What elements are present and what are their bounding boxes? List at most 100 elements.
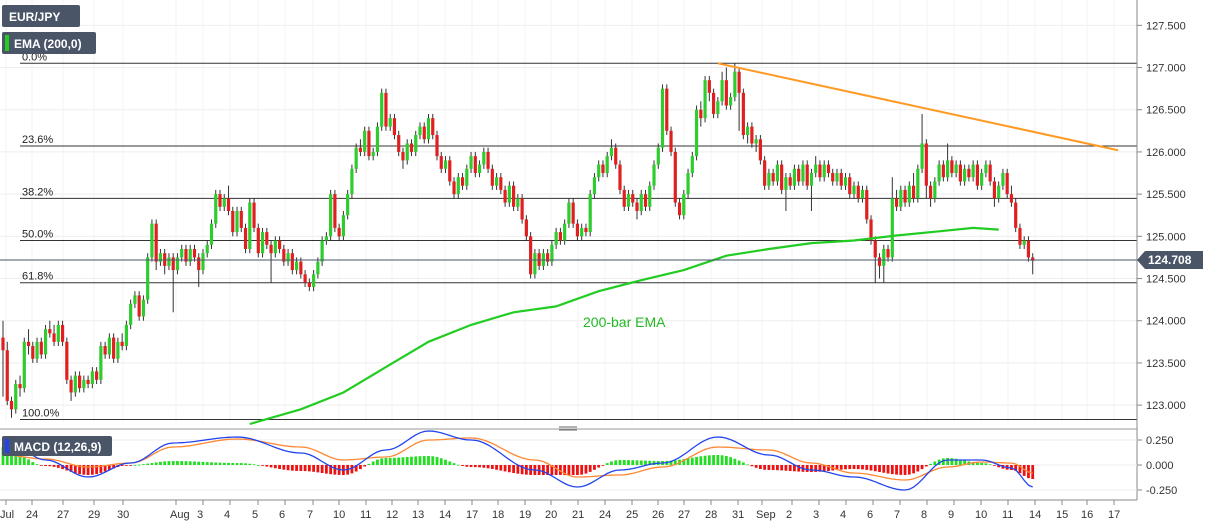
- candle-body: [652, 164, 656, 186]
- price-tick-label: 124.500: [1146, 274, 1186, 286]
- macd-histogram-bar: [388, 457, 392, 465]
- macd-histogram-bar: [890, 465, 894, 475]
- macd-histogram-bar: [414, 456, 418, 465]
- macd-histogram-bar: [729, 457, 733, 465]
- candle-body: [635, 202, 639, 211]
- macd-histogram-bar: [507, 465, 511, 473]
- candle: [792, 164, 797, 190]
- candle-body: [622, 189, 626, 207]
- candle-body: [954, 164, 958, 174]
- time-tick-label: 14: [1029, 509, 1041, 521]
- candle-body: [439, 156, 443, 169]
- candle-body: [443, 160, 448, 169]
- candle: [601, 160, 605, 178]
- macd-histogram-bar: [984, 463, 988, 465]
- candle: [890, 177, 894, 262]
- candle: [843, 173, 848, 190]
- macd-histogram-bar: [895, 465, 898, 475]
- macd-badge[interactable]: MACD (12,26,9): [2, 436, 112, 456]
- candle: [946, 143, 950, 182]
- ema-indicator-label: EMA (200,0): [14, 37, 82, 51]
- candle-body: [14, 384, 18, 410]
- macd-histogram-bar: [65, 465, 69, 471]
- time-tick-label: 27: [678, 509, 690, 521]
- macd-histogram-bar: [699, 456, 703, 465]
- macd-histogram-bar: [193, 461, 196, 465]
- panel-resize-handle[interactable]: [559, 426, 577, 431]
- candle-body: [899, 189, 903, 207]
- candle: [90, 367, 94, 389]
- candle: [426, 113, 431, 144]
- candle-body: [112, 337, 116, 359]
- candle-body: [1009, 194, 1014, 203]
- time-tick-label: 16: [1081, 509, 1093, 521]
- macd-histogram-bar: [886, 465, 890, 474]
- candle: [112, 333, 116, 363]
- candle-body: [648, 185, 652, 207]
- candle-body: [452, 181, 456, 195]
- candle: [958, 160, 962, 186]
- time-tick-label: 17: [466, 509, 478, 521]
- candle: [443, 156, 448, 174]
- macd-histogram-bar: [524, 465, 528, 475]
- macd-histogram-bar: [788, 465, 792, 471]
- candle-body: [1014, 202, 1018, 228]
- ema-indicator-badge[interactable]: EMA (200,0): [2, 32, 96, 54]
- macd-histogram-bar: [516, 465, 520, 474]
- candle: [260, 227, 265, 258]
- macd-histogram-bar: [350, 465, 354, 474]
- candle-body: [865, 189, 869, 220]
- macd-histogram-bar: [559, 465, 562, 475]
- macd-histogram-bar: [10, 448, 13, 465]
- macd-histogram-bar: [295, 465, 298, 471]
- candle-body: [486, 151, 490, 169]
- candle: [363, 126, 367, 157]
- macd-histogram-bar: [758, 465, 762, 469]
- macd-histogram-bar: [188, 461, 192, 465]
- macd-histogram-bar: [324, 465, 328, 474]
- candle: [39, 337, 43, 359]
- price-tick-label: 125.000: [1146, 231, 1186, 243]
- candle-body: [431, 118, 435, 136]
- macd-histogram-bar: [99, 465, 103, 473]
- candle: [971, 160, 975, 182]
- candle: [469, 151, 473, 174]
- fib-level-label: 50.0%: [22, 229, 53, 241]
- candle-body: [286, 253, 290, 262]
- macd-histogram-bar: [482, 465, 486, 468]
- candle-body: [958, 164, 962, 182]
- candle-body: [299, 261, 303, 275]
- macd-histogram-bar: [980, 463, 984, 465]
- macd-histogram-bar: [844, 465, 847, 470]
- candle-body: [814, 164, 818, 174]
- time-tick-label: 7: [307, 509, 313, 521]
- candle: [482, 147, 486, 169]
- candle: [1031, 253, 1035, 275]
- candle: [635, 198, 639, 220]
- macd-histogram-bar: [320, 465, 324, 473]
- candle: [877, 253, 882, 279]
- candle: [197, 253, 201, 287]
- candle-body: [158, 253, 163, 262]
- candle-body: [192, 248, 197, 258]
- candle-body: [90, 371, 94, 385]
- candle-body: [554, 232, 558, 245]
- last-price-tag: 124.708: [1137, 250, 1203, 269]
- candle-body: [350, 168, 354, 195]
- candle: [73, 371, 77, 397]
- macd-histogram-bar: [299, 465, 303, 471]
- candle-body: [35, 341, 39, 359]
- candle: [14, 379, 18, 414]
- macd-histogram-bar: [1031, 465, 1035, 479]
- candle: [243, 223, 248, 254]
- macd-histogram-bar: [988, 464, 992, 466]
- candle-body: [520, 198, 524, 220]
- macd-histogram-bar: [210, 462, 213, 465]
- candle: [558, 227, 563, 245]
- candle: [797, 164, 801, 186]
- macd-histogram-bar: [397, 457, 401, 465]
- candle-body: [784, 177, 788, 190]
- macd-histogram-bar: [916, 465, 920, 472]
- macd-histogram-bar: [150, 463, 154, 465]
- symbol-badge[interactable]: EUR/JPY: [2, 5, 80, 27]
